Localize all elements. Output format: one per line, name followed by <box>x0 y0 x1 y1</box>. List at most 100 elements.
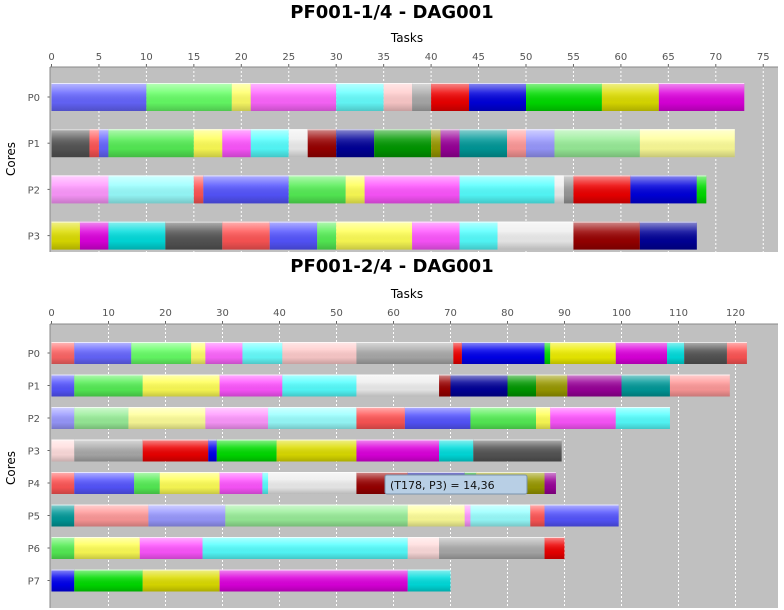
task-bar-shine <box>148 504 226 527</box>
x-tick-label: 45 <box>472 52 485 63</box>
x-tick-label: 90 <box>558 308 571 319</box>
task-bar-shine <box>356 407 405 429</box>
x-tick-label: 35 <box>377 52 390 63</box>
x-tick-label: 0 <box>48 52 54 63</box>
task-bar-shine <box>470 407 536 429</box>
chart2-plot-area <box>50 324 778 608</box>
task-bar-shine <box>74 439 143 462</box>
task-bar-shine <box>134 472 160 494</box>
task-bar-shine <box>615 407 670 429</box>
task-bar-shine <box>74 374 143 397</box>
task-bar-shine <box>74 472 135 494</box>
task-bar-shine <box>262 472 269 494</box>
task-bar-shine <box>439 537 545 559</box>
task-bar-shine <box>51 374 75 397</box>
task-bar-shine <box>131 342 192 364</box>
x-tick-label: 70 <box>444 308 457 319</box>
task-bar-shine <box>573 221 640 250</box>
task-bar-shine <box>550 407 616 429</box>
x-tick-label: 120 <box>726 308 745 319</box>
core-label: P0 <box>28 349 40 360</box>
task-bar-shine <box>470 504 531 527</box>
task-bar-shine <box>336 221 413 250</box>
task-bar-shine <box>536 407 551 429</box>
task-bar-shine <box>407 504 465 527</box>
tooltip-text: (T178, P3) = 14,36 <box>390 479 495 492</box>
task-bar-shine <box>404 407 471 429</box>
task-bar-shine <box>615 342 668 364</box>
x-tick-label: 60 <box>615 52 628 63</box>
task-bar-shine <box>507 129 526 158</box>
task-bar-shine <box>128 407 206 429</box>
task-bar-shine <box>205 407 269 429</box>
task-bar-shine <box>108 175 194 204</box>
task-bar-shine <box>250 83 337 111</box>
task-bar-shine <box>74 407 129 429</box>
x-tick-label: 10 <box>102 308 115 319</box>
task-bar-shine <box>139 537 203 559</box>
core-label: P0 <box>28 93 40 104</box>
task-bar-shine <box>696 175 707 204</box>
task-bar-shine <box>51 129 90 158</box>
task-bar-shine <box>336 83 384 111</box>
task-bar-shine <box>51 175 109 204</box>
task-bar-shine <box>667 342 685 364</box>
task-bar-shine <box>356 439 440 462</box>
task-bar-shine <box>193 129 223 158</box>
task-bar-shine <box>288 129 308 158</box>
task-bar-shine <box>473 439 562 462</box>
task-bar-shine <box>431 83 470 111</box>
task-bar-shine <box>601 83 659 111</box>
task-bar-shine <box>317 221 337 250</box>
task-bar-shine <box>461 342 545 364</box>
task-bar-shine <box>439 374 451 397</box>
task-bar-shine <box>269 221 318 250</box>
task-bar-shine <box>550 342 616 364</box>
core-label: P1 <box>28 139 40 150</box>
task-bar-shine <box>51 439 75 462</box>
task-bar-shine <box>412 83 432 111</box>
task-bar-shine <box>497 221 574 250</box>
task-bar-shine <box>222 221 270 250</box>
tooltip-box <box>384 474 528 495</box>
task-bar-shine <box>684 342 727 364</box>
task-bar-shine <box>374 129 432 158</box>
task-bar-shine <box>450 374 508 397</box>
task-bar-shine <box>336 129 375 158</box>
task-bar-shine <box>544 504 619 527</box>
task-bar-shine <box>307 129 337 158</box>
task-bar-shine <box>219 472 263 494</box>
task-bar-shine <box>203 175 289 204</box>
task-bar-shine <box>74 569 143 592</box>
task-bar-shine <box>205 342 243 364</box>
task-bar-shine <box>658 83 745 111</box>
x-tick-label: 100 <box>612 308 631 319</box>
chart2-title: PF001-2/4 - DAG001 <box>290 256 493 277</box>
x-tick-label: 65 <box>662 52 675 63</box>
core-label: P5 <box>28 512 40 523</box>
task-bar-shine <box>51 342 75 364</box>
task-bar-shine <box>51 83 147 111</box>
core-label: P7 <box>28 577 40 588</box>
x-tick-label: 30 <box>216 308 229 319</box>
task-bar-shine <box>554 129 640 158</box>
x-tick-label: 80 <box>501 308 514 319</box>
task-bar-shine <box>345 175 365 204</box>
x-tick-label: 10 <box>140 52 153 63</box>
task-bar-shine <box>89 129 99 158</box>
core-label: P6 <box>28 544 40 555</box>
task-bar-shine <box>526 129 555 158</box>
task-bar-shine <box>621 374 670 397</box>
chart1-title: PF001-1/4 - DAG001 <box>290 2 493 23</box>
task-bar-shine <box>191 342 206 364</box>
x-tick-label: 55 <box>567 52 580 63</box>
task-bar-shine <box>530 504 545 527</box>
x-tick-label: 50 <box>330 308 343 319</box>
task-bar-shine <box>222 129 251 158</box>
task-bar-shine <box>142 569 220 592</box>
task-bar-shine <box>364 175 460 204</box>
task-bar-shine <box>208 439 217 462</box>
x-tick-label: 15 <box>187 52 200 63</box>
core-label: P3 <box>28 232 40 243</box>
